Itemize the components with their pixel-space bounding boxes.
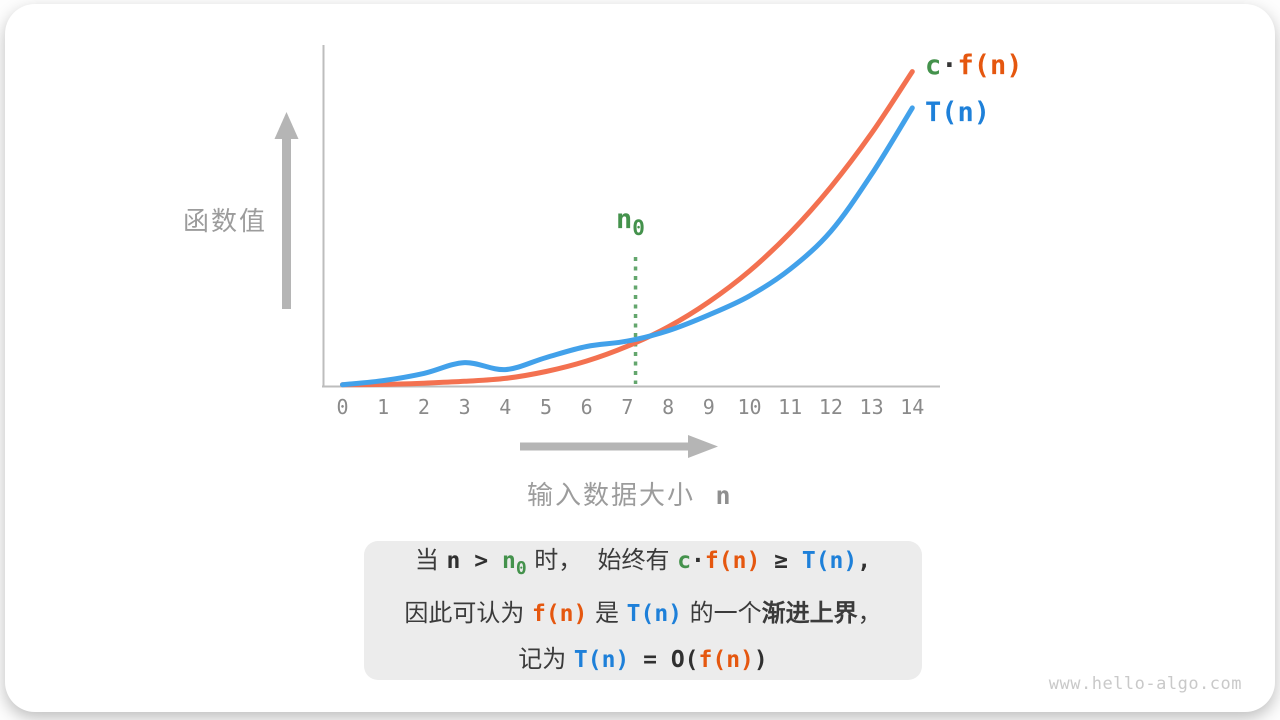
text-segment: 是 <box>587 599 627 627</box>
text-segment: f(n) <box>698 647 754 673</box>
x-tick: 10 <box>737 395 762 419</box>
text-segment: T(n) <box>626 601 683 627</box>
legend-cfn-fn: f(n) <box>957 50 1023 81</box>
explanation-line: 当 n > n0 时， 始终有 c·f(n) ≥ T(n), <box>364 538 922 591</box>
text-segment: ， <box>857 599 882 627</box>
text-segment: f(n) <box>704 548 761 574</box>
n0-label: n0 <box>616 204 645 240</box>
legend-tn: T(n) <box>925 97 991 128</box>
x-tick: 9 <box>702 395 715 419</box>
x-tick: 2 <box>417 395 430 419</box>
text-segment: n <box>501 548 516 574</box>
x-tick-labels: 0 1 2 3 4 5 6 7 8 9 10 11 12 13 14 <box>0 396 1280 418</box>
explanation-box: 当 n > n0 时， 始终有 c·f(n) ≥ T(n), 因此可认为 f(n)… <box>364 541 922 680</box>
x-tick: 0 <box>336 395 349 419</box>
text-segment: 始终有 <box>582 546 678 574</box>
x-tick: 4 <box>499 395 512 419</box>
y-axis-label: 函数值 <box>183 207 268 237</box>
x-axis-label-text: 输入数据大小 <box>527 481 696 511</box>
text-segment: T(n) <box>573 647 630 673</box>
text-segment: 当 <box>414 546 447 574</box>
n0-base: n <box>616 204 633 235</box>
legend-cfn: c·f(n) <box>925 51 1125 81</box>
x-axis-arrow <box>520 435 718 458</box>
text-segment: O( <box>670 647 699 673</box>
text-segment: 的一个 <box>682 599 762 627</box>
watermark: www.hello-algo.com <box>1048 674 1242 694</box>
text-segment: · <box>691 548 705 574</box>
n0-subscript: 0 <box>632 216 645 240</box>
text-segment: n <box>446 548 461 574</box>
text-segment: 时， <box>526 546 583 574</box>
x-tick: 11 <box>778 395 803 419</box>
x-tick: 5 <box>539 395 553 419</box>
text-segment: 渐进上界 <box>761 599 858 627</box>
x-tick: 13 <box>859 395 884 419</box>
text-segment: 因此可认为 <box>404 599 532 627</box>
x-tick: 12 <box>818 395 843 419</box>
text-segment: ≥ <box>760 548 802 574</box>
legend: c·f(n) T(n) <box>925 51 1125 128</box>
text-segment: , <box>857 548 872 574</box>
text-segment: 记为 <box>518 645 574 673</box>
legend-cfn-c: c <box>925 50 942 81</box>
x-tick: 8 <box>662 395 675 419</box>
x-axis-label: 输入数据大小 n <box>527 475 731 512</box>
y-axis-arrow <box>274 112 299 309</box>
explanation-line: 因此可认为 f(n) 是 T(n) 的一个渐进上界， <box>364 591 922 637</box>
explanation-line: 记为 T(n) = O(f(n)) <box>364 637 922 683</box>
text-segment: ) <box>753 647 768 673</box>
legend-cfn-dot: · <box>941 50 958 81</box>
x-tick: 1 <box>377 395 390 419</box>
x-axis-label-spacer <box>695 481 716 511</box>
x-tick: 14 <box>900 395 925 419</box>
x-tick: 3 <box>458 395 471 419</box>
x-tick: 7 <box>621 395 634 419</box>
text-segment: T(n) <box>801 548 858 574</box>
text-segment: 0 <box>515 558 527 579</box>
x-axis-label-var: n <box>715 481 731 510</box>
x-tick: 6 <box>580 395 593 419</box>
text-segment: c <box>677 548 692 574</box>
text-segment: f(n) <box>531 601 588 627</box>
text-segment: > <box>460 548 502 574</box>
tn-curve <box>340 105 915 388</box>
text-segment: = <box>629 647 671 673</box>
